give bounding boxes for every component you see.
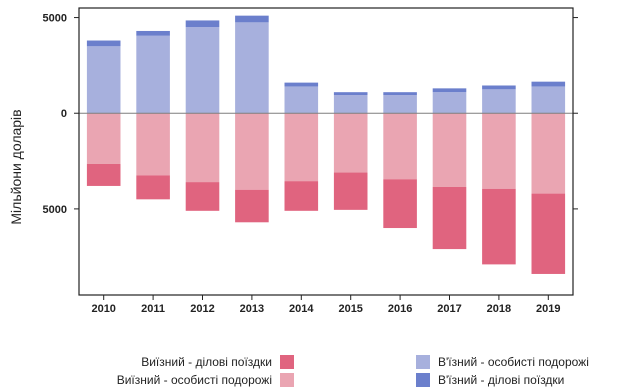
- bar-segment-2016-0: [383, 95, 417, 114]
- bar-segment-2017-1: [432, 88, 467, 93]
- x-tick-label: 2018: [487, 303, 511, 315]
- bar-segment-2010-3: [86, 163, 121, 186]
- x-tick-label: 2011: [141, 303, 165, 315]
- bar-segment-2016-1: [383, 92, 417, 96]
- y-tick-label: 5000: [43, 13, 67, 25]
- bar-segment-2016-3: [383, 179, 417, 229]
- bar-segment-2017-3: [432, 186, 467, 250]
- x-tick-label: 2013: [240, 303, 264, 315]
- plot-frame: [78, 7, 574, 296]
- legend-label: Виїзний - особисті подорожі: [116, 372, 272, 387]
- legend-label: Виїзний - ділові поїздки: [141, 354, 272, 369]
- bar-segment-2010-1: [86, 40, 121, 47]
- bar-segment-2015-3: [333, 172, 368, 210]
- y-tick-label: 5000: [43, 204, 67, 216]
- x-tick-label: 2014: [289, 303, 314, 315]
- legend-label: В'їзний - ділові поїздки: [438, 372, 565, 387]
- x-tick-label: 2019: [536, 303, 560, 315]
- bar-segment-2014-1: [284, 82, 319, 87]
- bar-segment-2013-2: [235, 113, 269, 190]
- legend-swatch: [416, 372, 430, 387]
- x-tick-label: 2015: [338, 303, 362, 315]
- bar-segment-2013-1: [235, 15, 269, 23]
- bar-segment-2019-0: [531, 86, 566, 114]
- legend-item: В'їзний - особисті подорожі: [416, 352, 589, 370]
- bar-segment-2019-1: [531, 81, 566, 87]
- bar-segment-2015-1: [333, 92, 368, 96]
- bar-segment-2017-0: [432, 92, 467, 114]
- bar-segment-2015-0: [333, 95, 368, 114]
- legend-swatch: [416, 354, 430, 369]
- y-tick-label: 0: [61, 108, 67, 120]
- legend-right: В'їзний - особисті подорожі В'їзний - ді…: [416, 352, 589, 388]
- legend-item: Виїзний - особисті подорожі: [80, 370, 294, 388]
- bar-segment-2011-1: [136, 30, 170, 36]
- x-tick-label: 2017: [437, 303, 461, 315]
- bar-segment-2019-2: [531, 113, 566, 194]
- bar-segment-2013-0: [235, 22, 269, 114]
- bars-layer: [86, 15, 566, 274]
- legend-left: Виїзний - ділові поїздки Виїзний - особи…: [80, 352, 294, 388]
- axes-layer: 2010 2011 2012 2013 2014 2015 2016 2017 2018 2019…: [43, 13, 578, 315]
- bar-segment-2012-0: [185, 27, 220, 114]
- bar-segment-2010-0: [86, 46, 121, 114]
- bar-segment-2011-0: [136, 35, 170, 114]
- bar-segment-2014-2: [284, 113, 319, 182]
- bar-segment-2018-3: [482, 188, 516, 265]
- x-tick-label: 2010: [91, 303, 115, 315]
- bar-segment-2014-3: [284, 181, 319, 211]
- x-tick-label: 2012: [190, 303, 214, 315]
- bar-segment-2011-3: [136, 175, 170, 200]
- bar-segment-2012-2: [185, 113, 220, 183]
- bar-segment-2018-2: [482, 113, 516, 189]
- bar-segment-2013-3: [235, 189, 269, 223]
- y-axis-label: Мільйони доларів: [8, 109, 24, 224]
- bar-segment-2014-0: [284, 86, 319, 114]
- bar-segment-2010-2: [86, 113, 121, 164]
- legend-swatch: [280, 372, 294, 387]
- bar-segment-2017-2: [432, 113, 467, 187]
- bar-segment-2012-3: [185, 182, 220, 211]
- bar-segment-2011-2: [136, 113, 170, 176]
- bar-segment-2016-2: [383, 113, 417, 180]
- legend-item: Виїзний - ділові поїздки: [80, 352, 294, 370]
- legend-item: В'їзний - ділові поїздки: [416, 370, 589, 388]
- bar-segment-2012-1: [185, 20, 220, 28]
- bar-segment-2015-2: [333, 113, 368, 173]
- x-tick-label: 2016: [388, 303, 412, 315]
- legend-label: В'їзний - особисті подорожі: [438, 354, 589, 369]
- legend-swatch: [280, 354, 294, 369]
- bar-segment-2018-1: [482, 85, 516, 90]
- bar-segment-2019-3: [531, 193, 566, 274]
- bar-segment-2018-0: [482, 89, 516, 114]
